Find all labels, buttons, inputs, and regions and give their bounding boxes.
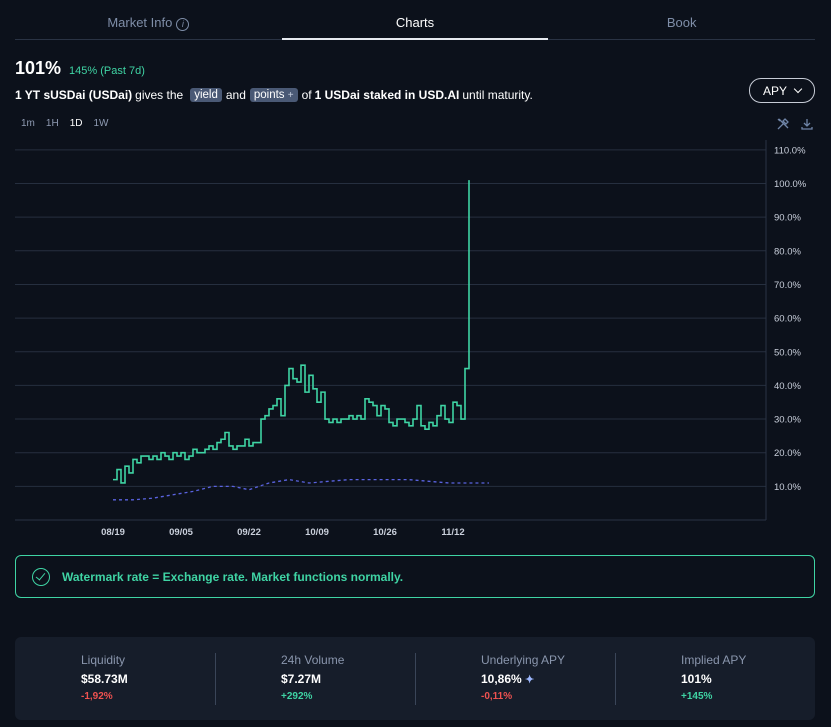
y-tick-label: 30.0% xyxy=(774,415,801,426)
underlying-apy-series xyxy=(113,478,489,501)
y-tick-label: 50.0% xyxy=(774,347,801,358)
tab-bar: Market Info i Charts Book xyxy=(15,8,815,40)
desc-token: 1 YT sUSDai (USDai) xyxy=(15,88,133,102)
x-tick-label: 10/26 xyxy=(373,527,397,538)
info-icon[interactable]: i xyxy=(176,18,190,31)
range-1d[interactable]: 1D xyxy=(69,118,83,129)
tab-label: Market Info xyxy=(107,15,173,30)
stat-implied-apy: Implied APY 101% +145% xyxy=(615,652,815,705)
stat-value: $58.73M xyxy=(81,671,128,686)
range-1w[interactable]: 1W xyxy=(93,118,109,129)
x-tick-label: 09/05 xyxy=(169,527,193,538)
tools-icon[interactable] xyxy=(776,117,790,131)
apy-chart: 110.0% 100.0% 90.0% 80.0% 70.0% 60.0% 50.0% 40.… xyxy=(15,140,807,538)
current-apy-value: 101% xyxy=(15,58,62,78)
y-tick-label: 40.0% xyxy=(774,381,801,392)
notice-text: Watermark rate = Exchange rate. Market f… xyxy=(62,569,404,584)
market-description: 1 YT sUSDai (USDai) gives the yield and … xyxy=(15,88,533,102)
apy-dropdown[interactable]: APY xyxy=(749,78,815,103)
desc-text: of xyxy=(301,88,312,102)
stat-value: 10,86% ✦ xyxy=(481,672,615,686)
stat-change: +292% xyxy=(281,690,313,702)
desc-text: and xyxy=(225,88,246,102)
x-tick-label: 10/09 xyxy=(305,527,329,538)
time-range-selector: 1m 1H 1D 1W xyxy=(21,118,109,129)
headline: 101% 145% (Past 7d) xyxy=(15,58,145,79)
tab-book[interactable]: Book xyxy=(548,8,815,39)
stat-change: -1,92% xyxy=(81,690,113,702)
stat-change: +145% xyxy=(681,690,713,702)
y-tick-label: 60.0% xyxy=(774,314,801,325)
x-tick-label: 11/12 xyxy=(441,527,464,538)
yield-pill[interactable]: yield xyxy=(190,88,222,102)
stat-value: 101% xyxy=(681,671,712,686)
y-tick-label: 110.0% xyxy=(774,145,806,156)
tab-charts[interactable]: Charts xyxy=(281,8,549,40)
tab-label: Book xyxy=(666,15,697,30)
y-tick-label: 90.0% xyxy=(774,213,801,224)
implied-apy-series xyxy=(113,180,470,484)
check-circle-icon xyxy=(32,567,50,586)
stat-label: Underlying APY xyxy=(481,652,566,667)
stat-24h-volume: 24h Volume $7.27M +292% xyxy=(215,652,415,705)
desc-underlying: 1 USDai staked in USD.AI xyxy=(314,88,460,102)
range-1h[interactable]: 1H xyxy=(45,118,59,129)
stat-underlying-apy: Underlying APY 10,86% ✦ -0,11% xyxy=(415,652,615,705)
chevron-down-icon xyxy=(793,84,803,93)
y-tick-label: 100.0% xyxy=(774,179,807,190)
y-tick-label: 20.0% xyxy=(774,448,801,459)
y-tick-label: 70.0% xyxy=(774,280,801,291)
stat-change: -0,11% xyxy=(481,690,513,702)
market-stats: Liquidity $58.73M -1,92% 24h Volume $7.2… xyxy=(15,637,815,720)
y-tick-labels: 110.0% 100.0% 90.0% 80.0% 70.0% 60.0% 50.0% 40.… xyxy=(774,145,807,493)
sparkle-icon[interactable]: ✦ xyxy=(525,673,535,686)
download-icon[interactable] xyxy=(800,117,814,131)
x-tick-labels: 08/19 09/05 09/22 10/09 10/26 11/12 xyxy=(101,527,465,538)
desc-text: until maturity. xyxy=(462,88,533,102)
stat-value-text: 10,86% xyxy=(481,671,522,686)
points-pill[interactable]: points + xyxy=(249,88,298,102)
y-tick-label: 80.0% xyxy=(774,246,801,257)
apy-change: 145% (Past 7d) xyxy=(69,65,145,77)
stat-value: $7.27M xyxy=(281,671,322,686)
tab-label: Charts xyxy=(395,15,435,30)
plus-icon: + xyxy=(287,90,294,101)
apy-dropdown-label: APY xyxy=(762,83,787,98)
chart-grid xyxy=(15,149,766,487)
stat-label: Liquidity xyxy=(81,652,126,667)
x-tick-label: 08/19 xyxy=(101,527,125,538)
x-tick-label: 09/22 xyxy=(237,527,261,538)
stat-label: Implied APY xyxy=(681,652,747,667)
chart-tools xyxy=(776,117,814,131)
range-1m[interactable]: 1m xyxy=(21,118,35,129)
tab-market-info[interactable]: Market Info i xyxy=(15,8,282,39)
stat-label: 24h Volume xyxy=(281,652,345,667)
status-notice: Watermark rate = Exchange rate. Market f… xyxy=(15,555,815,598)
points-label: points xyxy=(253,89,285,101)
y-tick-label: 10.0% xyxy=(774,482,801,493)
desc-text: gives the xyxy=(135,88,184,102)
stat-liquidity: Liquidity $58.73M -1,92% xyxy=(15,653,215,705)
